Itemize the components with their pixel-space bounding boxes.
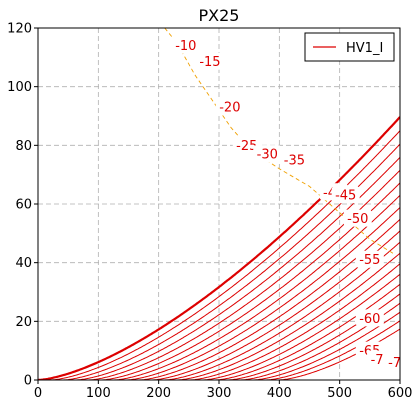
curve-label-neg10: -10: [171, 36, 200, 54]
svg-text:-15: -15: [199, 55, 220, 70]
curve-vg-25: [38, 182, 400, 380]
y-tick-label: 100: [7, 80, 32, 95]
curve-vg-80: [38, 302, 400, 380]
svg-text:-7: -7: [371, 353, 384, 368]
curve-vg-15: [38, 156, 400, 380]
curve-vg-50: [38, 241, 400, 380]
svg-text:-50: -50: [347, 212, 368, 227]
y-tick-label: 20: [15, 315, 32, 330]
curve-vg-35: [38, 207, 400, 380]
svg-text:-55: -55: [359, 253, 380, 268]
x-tick-label: 100: [86, 386, 111, 401]
grid-lines: [38, 28, 400, 380]
curve-label-neg15: -15: [195, 52, 224, 70]
plot-area: -10-15-20-25-30-35-40-45-50-55-60-65-7-7…: [38, 28, 409, 380]
curve-vg-60: [38, 263, 400, 380]
chart-title: PX25: [199, 6, 240, 25]
svg-text:-25: -25: [236, 139, 257, 154]
x-tick-label: 400: [267, 386, 292, 401]
curve-vg-20: [38, 169, 400, 380]
axis-ticks: 0 100 200 300 400 500 600 0 20 40 60 80 100 120: [7, 22, 412, 402]
curve-label-neg50: -50: [343, 209, 372, 227]
x-tick-label: 200: [146, 386, 171, 401]
y-tick-label: 120: [7, 22, 32, 37]
curve-vg-90: [38, 320, 400, 380]
curve-label-neg20: -20: [215, 98, 244, 116]
svg-text:-30: -30: [257, 148, 278, 163]
curve-vg-55: [38, 252, 400, 380]
curve-label-neg30: -30: [253, 145, 282, 163]
curve-vg-65: [38, 273, 400, 380]
curve-vg-30: [38, 194, 400, 380]
y-tick-label: 0: [24, 374, 32, 389]
y-tick-label: 60: [15, 198, 32, 213]
curve-vg-45: [38, 230, 400, 380]
curve-label-neg75: -75: [384, 353, 409, 371]
x-tick-label: 300: [207, 386, 232, 401]
svg-text:-10: -10: [175, 39, 196, 54]
curve-label-neg60: -60: [355, 309, 384, 327]
curve-vg-40: [38, 218, 400, 380]
curve-label-neg45: -45: [331, 186, 360, 204]
svg-text:-60: -60: [359, 312, 380, 327]
svg-text:-20: -20: [219, 101, 240, 116]
svg-text:-45: -45: [335, 189, 356, 204]
y-tick-label: 40: [15, 256, 32, 271]
curve-vg-10: [38, 143, 400, 380]
curve-vg-95: [38, 328, 400, 380]
legend: HV1_I: [304, 32, 395, 62]
curve-label-neg35: -35: [280, 151, 309, 169]
svg-text:-75: -75: [388, 356, 409, 371]
curve-label-neg55: -55: [355, 250, 384, 268]
legend-label-hv1-i: HV1_I: [346, 41, 383, 56]
curve-vg-75: [38, 293, 400, 380]
x-tick-label: 500: [327, 386, 352, 401]
svg-text:-35: -35: [284, 154, 305, 169]
curve-vg-0: [38, 116, 400, 380]
y-tick-label: 80: [15, 139, 32, 154]
x-tick-label: 600: [388, 386, 413, 401]
curve-vg-85: [38, 311, 400, 380]
x-tick-label: 0: [34, 386, 42, 401]
curve-label-neg7: -7: [367, 350, 388, 368]
